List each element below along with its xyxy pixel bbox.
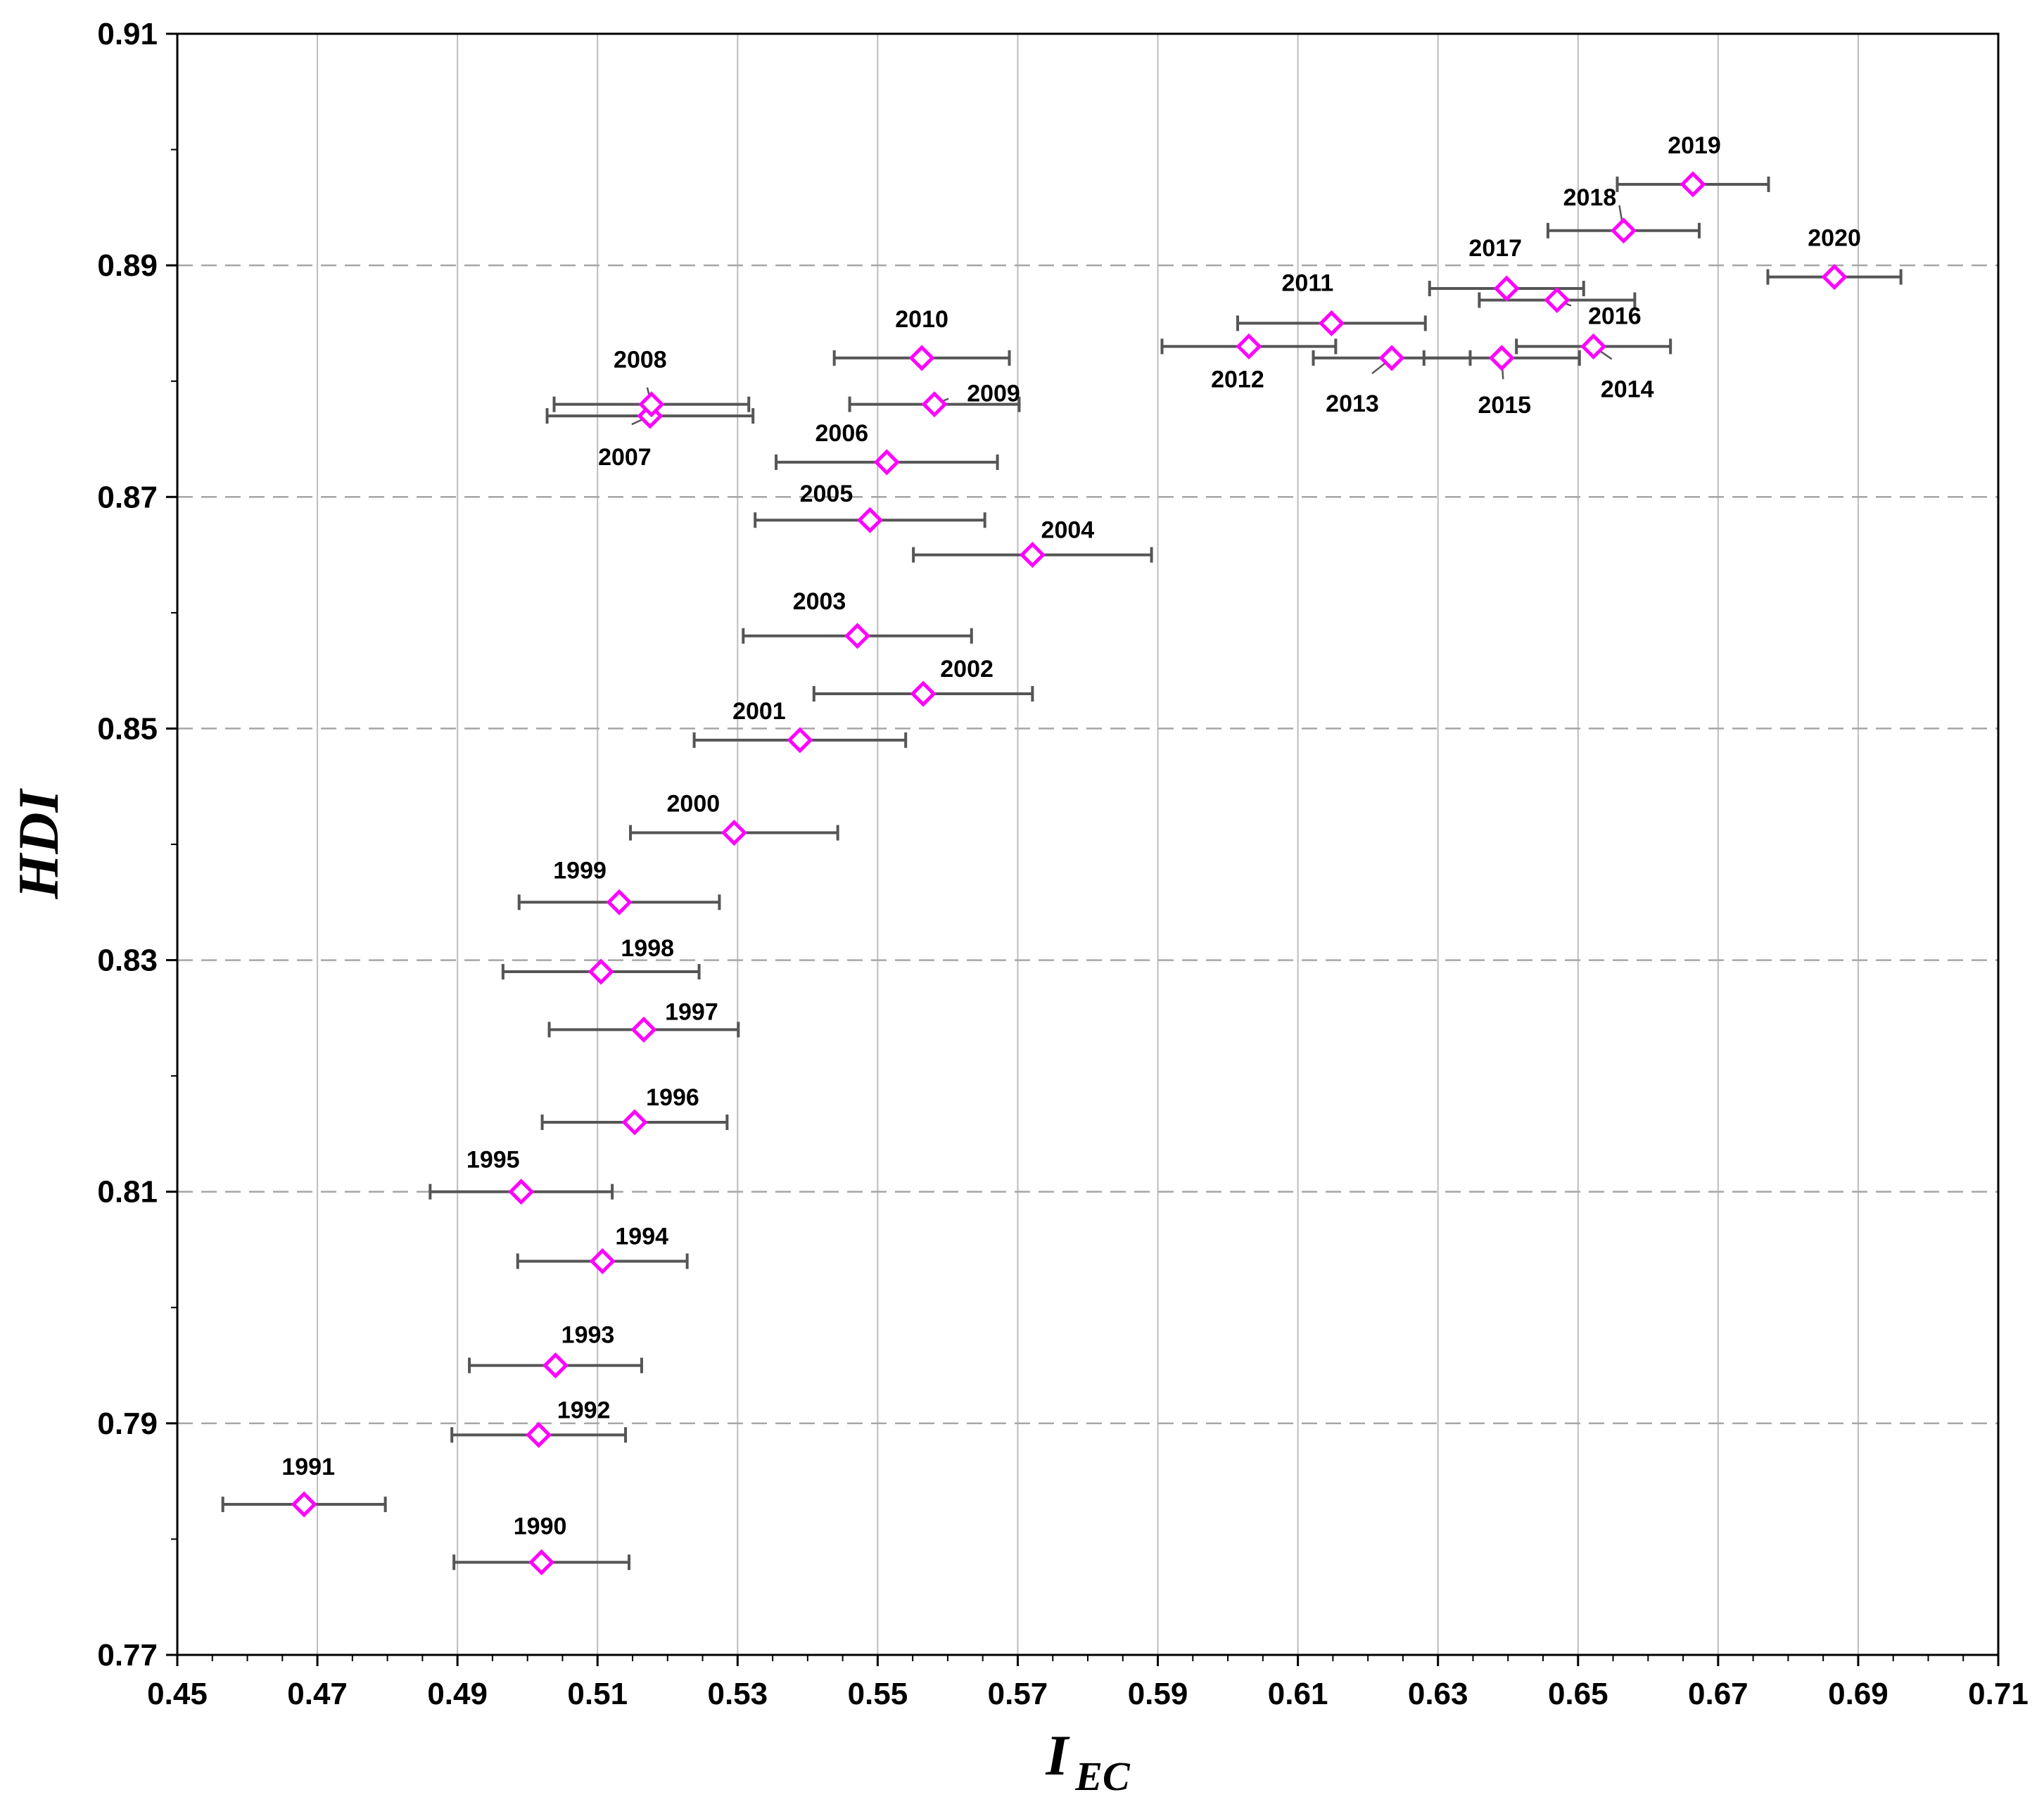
marker-1999 [606,889,633,915]
point-label-1999: 1999 [553,857,607,884]
point-label-2001: 2001 [732,698,786,725]
point-label-2002: 2002 [940,656,994,683]
point-label-2014: 2014 [1601,376,1654,402]
x-tick-label: 0.69 [1828,1677,1889,1711]
y-tick-label: 0.87 [97,480,158,514]
point-label-2019: 2019 [1668,132,1721,159]
point-label-2000: 2000 [667,791,721,818]
point-label-2017: 2017 [1468,235,1522,262]
error-bars [221,176,1903,1570]
point-label-2005: 2005 [800,481,853,507]
point-label-1997: 1997 [665,998,718,1025]
marker-1997 [630,1016,657,1043]
y-axis-ticks: 0.77 0.79 0.81 0.83 0.85 0.87 0.89 0.91 [97,17,177,1672]
marker-2006 [873,449,900,476]
marker-2017 [1493,275,1520,302]
point-label-2008: 2008 [614,347,667,374]
vertical-gridlines [317,34,1859,1655]
x-axis-ticks: 0.45 0.47 0.49 0.51 0.53 0.55 0.57 0.59 0.61 0.63… [147,1655,2029,1711]
x-tick-label: 0.61 [1268,1677,1328,1711]
point-label-2016: 2016 [1588,303,1642,330]
point-label-2009: 2009 [967,381,1020,407]
point-label-1992: 1992 [557,1397,611,1423]
y-tick-label: 0.89 [97,248,158,283]
marker-2018 [1610,217,1637,244]
point-label-1994: 1994 [615,1223,668,1250]
marker-2003 [844,623,871,649]
y-tick-label: 0.83 [97,944,158,978]
x-tick-label: 0.51 [567,1677,628,1711]
x-axis-title-subscript: EC [1074,1753,1131,1799]
y-axis-title: HDI [6,787,70,899]
point-label-1991: 1991 [281,1454,335,1480]
marker-1995 [508,1179,535,1205]
marker-2012 [1236,333,1262,360]
point-label-2004: 2004 [1041,517,1095,544]
x-tick-label: 0.63 [1408,1677,1468,1711]
x-tick-label: 0.45 [147,1677,208,1711]
point-label-2013: 2013 [1326,391,1379,417]
point-label-2015: 2015 [1478,392,1531,419]
point-label-2006: 2006 [815,420,869,447]
marker-2000 [721,820,747,846]
x-tick-label: 0.71 [1968,1677,2029,1711]
point-label-2012: 2012 [1211,366,1264,393]
x-tick-label: 0.49 [427,1677,488,1711]
marker-2014 [1580,333,1607,360]
point-label-1993: 1993 [561,1322,615,1349]
point-label-2011: 2011 [1282,269,1334,296]
marker-1992 [526,1421,552,1448]
point-label-1990: 1990 [514,1513,567,1540]
x-tick-label: 0.55 [848,1677,908,1711]
point-label-1996: 1996 [646,1084,699,1111]
marker-2011 [1318,310,1345,336]
marker-1996 [621,1109,648,1136]
point-label-2003: 2003 [793,588,846,615]
marker-2015 [1488,345,1515,372]
marker-2019 [1680,171,1706,198]
point-label-2007: 2007 [598,444,652,471]
marker-2013 [1378,345,1405,372]
marker-1998 [588,958,614,985]
y-tick-label: 0.91 [97,17,158,51]
marker-2009 [921,391,948,418]
marker-1991 [291,1491,317,1518]
x-tick-label: 0.59 [1128,1677,1188,1711]
marker-2020 [1821,264,1848,291]
point-label-2018: 2018 [1563,184,1617,211]
y-tick-label: 0.79 [97,1407,158,1441]
marker-2010 [908,345,935,372]
marker-2016 [1544,286,1570,314]
y-tick-label: 0.77 [97,1638,158,1672]
x-axis-title-main: I [1045,1723,1070,1787]
marker-2004 [1019,542,1046,569]
marker-1990 [528,1549,555,1575]
x-tick-label: 0.57 [988,1677,1048,1711]
x-tick-label: 0.47 [287,1677,348,1711]
point-label-1995: 1995 [466,1147,520,1174]
marker-2008 [638,391,665,418]
y-tick-label: 0.85 [97,711,158,746]
point-label-2020: 2020 [1808,225,1861,252]
point-label-2010: 2010 [895,306,948,333]
x-tick-label: 0.65 [1548,1677,1608,1711]
point-label-1998: 1998 [621,935,674,962]
marker-2001 [787,727,813,754]
x-tick-label: 0.67 [1688,1677,1748,1711]
marker-1994 [589,1248,616,1274]
y-tick-label: 0.81 [97,1175,158,1210]
marker-2002 [910,680,937,707]
data-markers [291,171,1848,1575]
marker-2005 [856,507,883,533]
marker-1993 [542,1352,569,1379]
point-labels: 1990 1991 1992 1993 1994 1995 1996 1997 1998 1999… [281,132,1861,1540]
x-tick-label: 0.53 [707,1677,768,1711]
horizontal-gridlines [177,264,1998,1425]
x-axis-title: I EC [1045,1723,1131,1799]
